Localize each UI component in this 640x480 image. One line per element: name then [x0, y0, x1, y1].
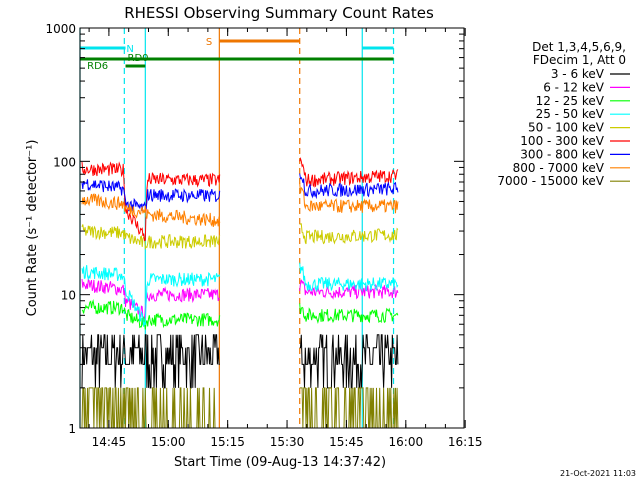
legend-label-8: 7000 - 15000 keV	[497, 174, 604, 188]
x-tick-label-0: 14:45	[92, 435, 127, 449]
flag-label-n: N	[126, 44, 133, 55]
x-axis-label: Start Time (09-Aug-13 14:37:42)	[174, 455, 386, 470]
legend-label-1: 6 - 12 keV	[543, 80, 605, 94]
y-axis: 1 10 100 1000	[45, 22, 464, 436]
series-line-8	[81, 387, 399, 429]
y-tick-label-1: 10	[61, 289, 76, 303]
series-line-6	[81, 173, 399, 212]
legend-label-4: 50 - 100 keV	[528, 121, 605, 135]
series-line-5	[81, 156, 399, 242]
flag-bars: NRD0RD6S	[80, 37, 394, 72]
legend-label-2: 12 - 25 keV	[536, 94, 605, 108]
legend: Det 1,3,4,5,6,9, FDecim 1, Att 0 3 - 6 k…	[497, 40, 630, 188]
legend-header-line-1: Det 1,3,4,5,6,9,	[532, 40, 626, 54]
legend-label-3: 25 - 50 keV	[536, 107, 605, 121]
flag-label-rd6: RD6	[87, 61, 108, 72]
legend-label-7: 800 - 7000 keV	[513, 161, 605, 175]
series-line-7	[81, 182, 399, 227]
plot-frame	[79, 27, 465, 429]
x-axis: 14:45 15:00 15:15 15:30 15:45 16:00 16:15	[88, 28, 483, 449]
legend-label-0: 3 - 6 keV	[551, 67, 605, 81]
y-tick-label-3: 1000	[45, 22, 76, 36]
legend-label-5: 100 - 300 keV	[520, 134, 604, 148]
legend-header-line-2: FDecim 1, Att 0	[533, 53, 626, 67]
x-tick-label-1: 15:00	[151, 435, 186, 449]
x-tick-label-5: 16:00	[389, 435, 424, 449]
y-tick-label-0: 1	[68, 422, 76, 436]
series-line-2	[81, 299, 399, 330]
y-axis-label: Count Rate (s⁻¹ detector⁻¹)	[25, 140, 40, 317]
series-line-3	[81, 262, 399, 327]
series-line-0	[81, 334, 399, 389]
x-tick-label-6: 16:15	[448, 435, 483, 449]
y-tick-label-2: 100	[53, 155, 76, 169]
chart-title: RHESSI Observing Summary Count Rates	[124, 4, 434, 22]
x-tick-label-2: 15:15	[210, 435, 245, 449]
flag-label-s: S	[206, 37, 212, 48]
legend-label-6: 300 - 800 keV	[520, 147, 604, 161]
x-tick-label-3: 15:30	[270, 435, 305, 449]
series-line-4	[81, 223, 399, 251]
footer-date: 21-Oct-2021 11:03	[560, 469, 636, 478]
series-lines	[81, 156, 399, 429]
x-tick-label-4: 15:45	[329, 435, 364, 449]
